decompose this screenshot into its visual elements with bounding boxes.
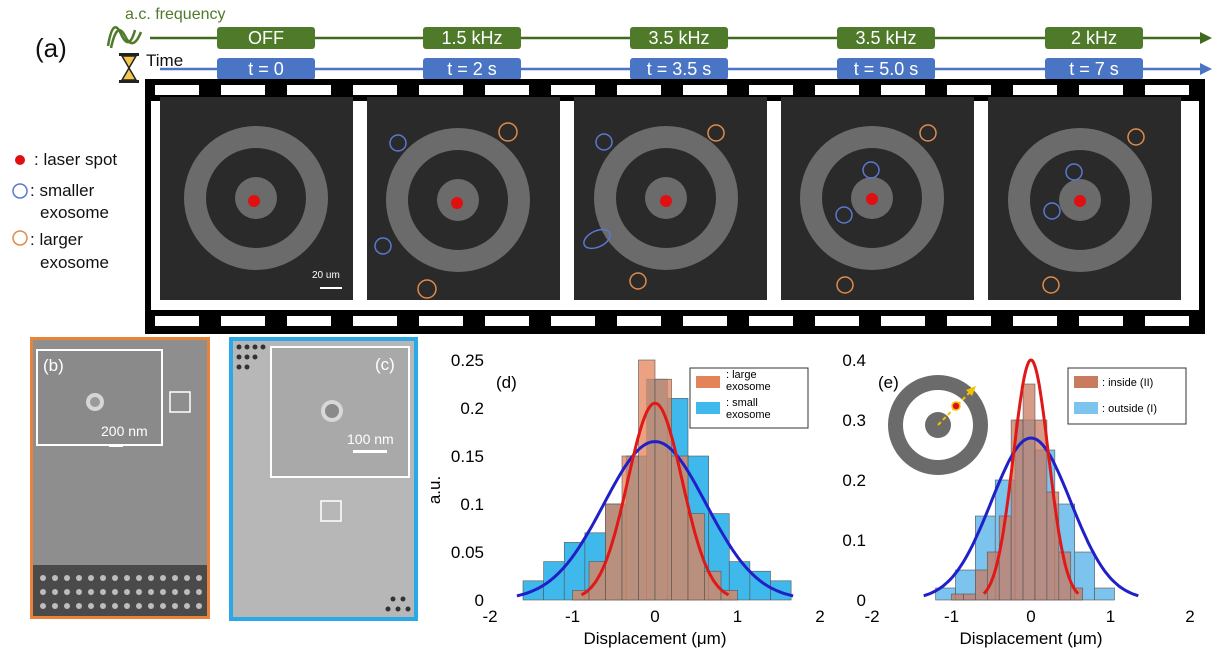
laser-spot (248, 195, 260, 207)
histogram-bar (638, 359, 656, 601)
x-tick-label: 1 (733, 607, 742, 626)
histogram-bar (671, 455, 689, 601)
legend-label: : outside (I) (1102, 403, 1157, 415)
fit-curve (923, 436, 1139, 598)
x-tick-label: 0 (650, 607, 659, 626)
y-tick-label: 0.4 (842, 351, 866, 370)
panel-b-scale: 200 nm (101, 423, 148, 439)
legend-label: exosome (726, 409, 771, 421)
freq-pill-2: 1.5 kHz (423, 27, 521, 49)
frame-1: 20 um (160, 97, 353, 300)
x-tick-label: -1 (944, 607, 959, 626)
histogram-bar (704, 570, 722, 601)
histogram-bar (1094, 587, 1115, 601)
legend-swatch (1074, 402, 1098, 414)
time-pill-3: t = 3.5 s (630, 58, 728, 80)
hourglass-icon (119, 53, 139, 83)
y-tick-label: 0.3 (842, 411, 866, 430)
legend-laser: : laser spot (34, 150, 118, 169)
frame-3 (574, 97, 767, 300)
fit-curve (982, 358, 1080, 595)
histogram-bar (1046, 491, 1060, 601)
legend-swatch (696, 376, 720, 388)
freq-pill-5: 2 kHz (1045, 27, 1143, 49)
scale-bar-label: 20 um (312, 270, 340, 281)
x-tick-label: 2 (815, 607, 824, 626)
inset-particle (951, 401, 961, 411)
time-pill-4: t = 5.0 s (837, 58, 935, 80)
histogram-bar (720, 590, 738, 601)
legend-label: : inside (II) (1102, 377, 1153, 389)
fit-curve (516, 440, 794, 598)
panel-label: (e) (878, 373, 899, 392)
x-tick-label: -1 (565, 607, 580, 626)
x-tick-label: 1 (1106, 607, 1115, 626)
y-tick-label: 0.1 (460, 495, 484, 514)
histogram-bar (1022, 383, 1036, 601)
y-tick-label: 0 (475, 591, 484, 610)
y-tick-label: 0 (857, 591, 866, 610)
panel-a-label: (a) (35, 33, 67, 63)
legend-label: exosome (726, 381, 771, 393)
histogram-bar (951, 593, 964, 601)
histogram-bar (621, 455, 639, 601)
panel-c-label: (c) (375, 355, 395, 374)
time-pill-1: t = 0 (217, 58, 315, 80)
legend-small-2: exosome (40, 203, 109, 222)
panel-c-image: (c) 100 nm (229, 337, 418, 621)
legend-label: : small (726, 397, 758, 409)
y-tick-label: 0.15 (451, 447, 484, 466)
frame-5 (988, 97, 1181, 300)
fit-curve (580, 401, 730, 597)
histogram-bar (963, 593, 976, 601)
freq-pill-1: OFF (217, 27, 315, 49)
legend-markers (12, 155, 28, 246)
chart-d: -2 -1 0 1 2 0 0.05 0.1 0.15 0.2 0.25 Displacement (… (425, 351, 825, 648)
wave-icon (106, 26, 143, 49)
legend-swatch (1074, 376, 1098, 388)
histogram-bar (975, 569, 988, 601)
freq-pill-4: 3.5 kHz (837, 27, 935, 49)
legend-large-1: : larger (30, 230, 83, 249)
legend-label: : large (726, 369, 757, 381)
histogram-bar (1058, 551, 1072, 601)
histogram-bar (687, 513, 705, 601)
panel-c-scale: 100 nm (347, 431, 394, 447)
freq-axis-label: a.c. frequency (125, 6, 226, 23)
y-tick-label: 0.2 (460, 399, 484, 418)
freq-pill-3: 3.5 kHz (630, 27, 728, 49)
time-axis-label: Time (146, 51, 184, 70)
y-tick-label: 0.05 (451, 543, 484, 562)
legend-small-1: : smaller (30, 181, 95, 200)
panel-b-image: (b) 200 nm (30, 337, 210, 619)
x-axis-label: Displacement (μm) (960, 629, 1103, 648)
x-axis-label: Displacement (μm) (584, 629, 727, 648)
x-tick-label: -2 (482, 607, 497, 626)
legend-swatch (696, 402, 720, 414)
x-tick-label: 0 (1026, 607, 1035, 626)
x-tick-label: 2 (1185, 607, 1194, 626)
y-tick-label: 0.25 (451, 351, 484, 370)
y-axis-label: a.u. (425, 476, 444, 504)
panel-label: (d) (496, 373, 517, 392)
x-tick-label: -2 (864, 607, 879, 626)
histogram-bar (543, 561, 565, 601)
frame-4 (781, 97, 974, 300)
legend-large-2: exosome (40, 253, 109, 272)
y-tick-label: 0.1 (842, 531, 866, 550)
time-pill-5: t = 7 s (1045, 58, 1143, 80)
panel-b-label: (b) (43, 356, 64, 375)
frame-2 (367, 97, 560, 300)
inset-arrow-head (966, 386, 976, 396)
time-pill-2: t = 2 s (423, 58, 521, 80)
y-tick-label: 0.2 (842, 471, 866, 490)
